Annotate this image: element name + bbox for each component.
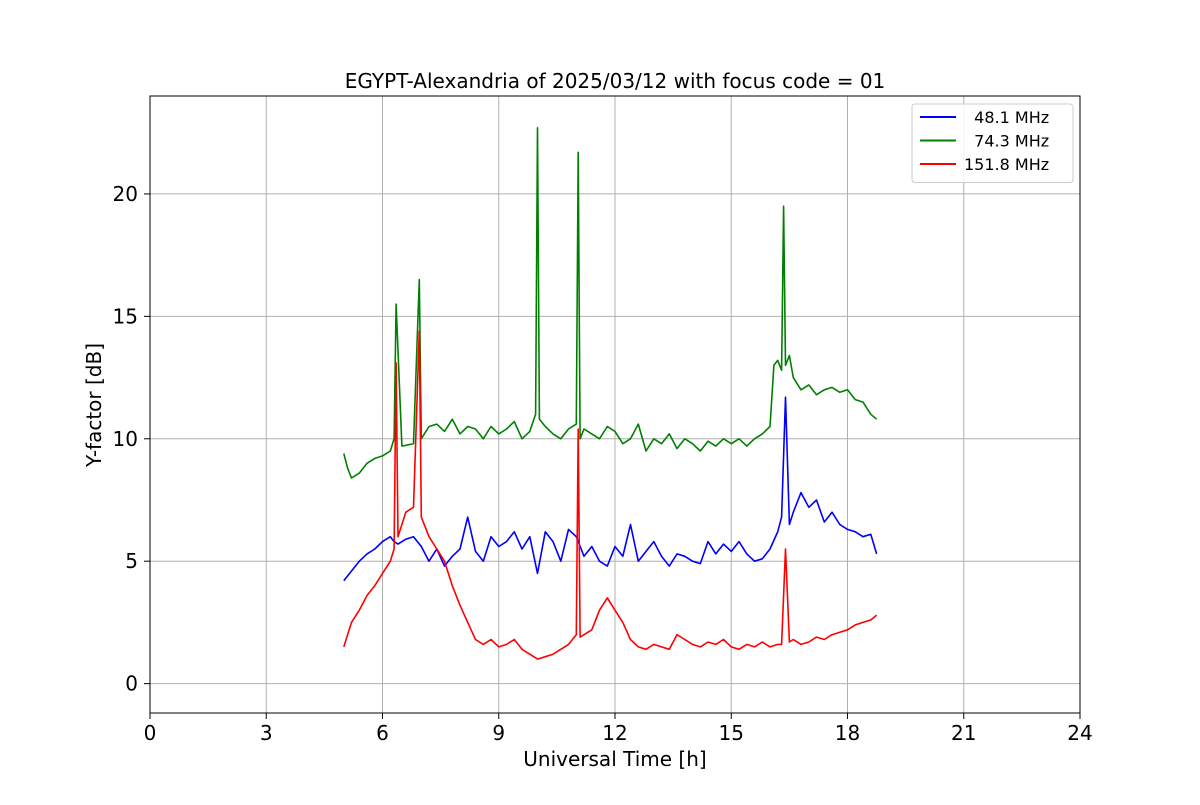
y-axis-label: Y-factor [dB]: [82, 343, 106, 468]
legend-label: 74.3 MHz: [964, 132, 1049, 151]
x-tick-label: 18: [835, 721, 860, 745]
series-layer: [343, 127, 878, 660]
y-tick-label: 15: [113, 304, 138, 328]
y-tick-label: 20: [113, 182, 138, 206]
x-tick-label: 9: [492, 721, 505, 745]
x-tick-label: 21: [951, 721, 976, 745]
y-tick-label: 0: [125, 672, 138, 696]
x-tick-label: 6: [376, 721, 389, 745]
x-tick-label: 3: [260, 721, 273, 745]
legend-box: [911, 103, 1074, 183]
legend-label: 48.1 MHz: [964, 108, 1049, 127]
legend-label: 151.8 MHz: [964, 155, 1049, 174]
series-line-2: [343, 330, 878, 660]
series-line-1: [343, 127, 878, 479]
series-line-0: [343, 396, 878, 582]
x-tick-label: 24: [1067, 721, 1092, 745]
chart-title: EGYPT-Alexandria of 2025/03/12 with focu…: [345, 69, 886, 93]
y-tick-label: 5: [125, 549, 138, 573]
axis-ticks: 0 3 6 9 12 15 18 21 24 0 5 10 15 20: [113, 182, 1093, 745]
x-tick-label: 12: [602, 721, 627, 745]
grid: [149, 96, 1081, 713]
y-tick-label: 10: [113, 427, 138, 451]
x-tick-label: 15: [719, 721, 744, 745]
x-tick-label: 0: [144, 721, 157, 745]
legend: 48.1 MHz 74.3 MHz 151.8 MHz: [911, 103, 1074, 183]
x-axis-label: Universal Time [h]: [523, 747, 706, 771]
